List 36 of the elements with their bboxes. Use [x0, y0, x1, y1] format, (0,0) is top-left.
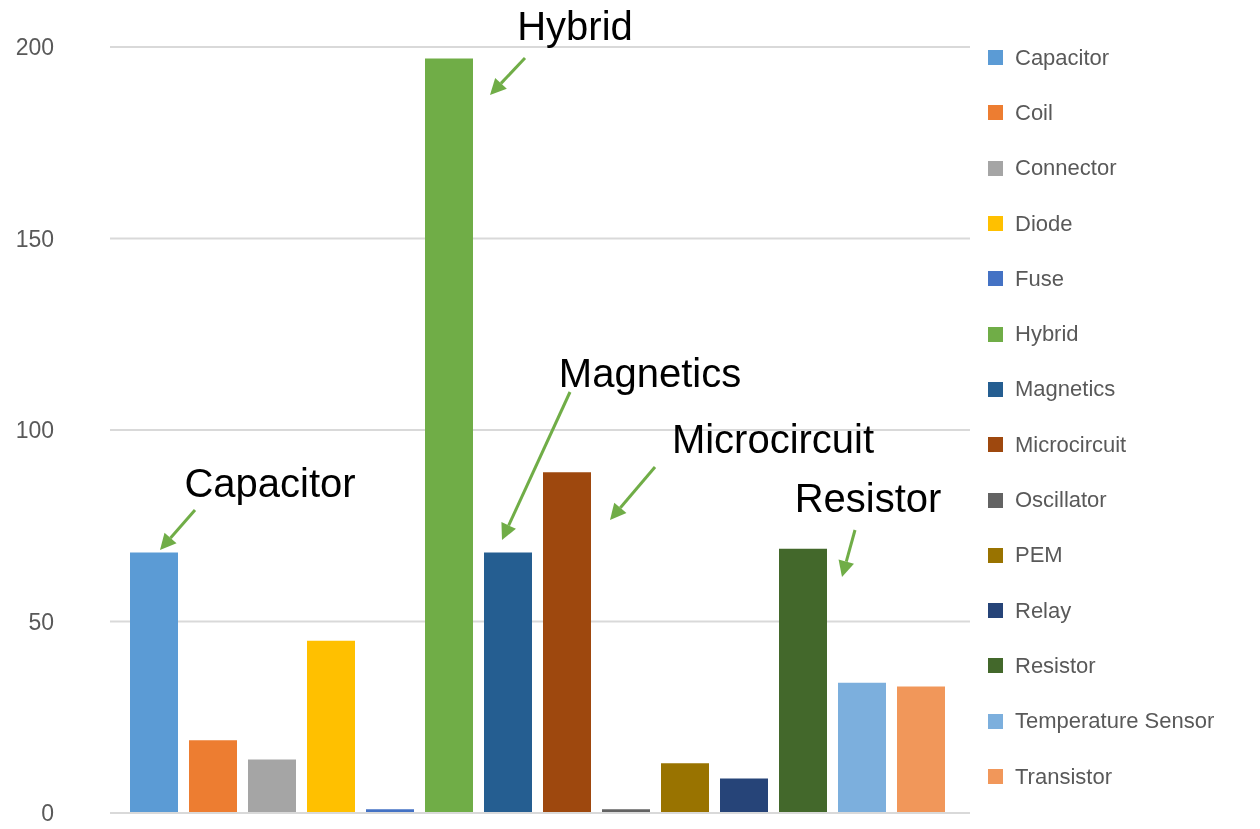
- annotation: Microcircuit: [671, 417, 875, 461]
- legend-label: Diode: [1015, 210, 1073, 237]
- legend-label: Connector: [1015, 155, 1117, 182]
- y-tick-label: 50: [28, 608, 54, 635]
- bar: [543, 472, 591, 813]
- annotation: Capacitor: [184, 461, 356, 505]
- legend-label: Fuse: [1015, 265, 1064, 292]
- bar: [425, 58, 473, 813]
- legend-label: Transistor: [1015, 763, 1112, 790]
- legend-label: Relay: [1015, 597, 1072, 624]
- legend-label: Temperature Sensor: [1015, 708, 1215, 735]
- y-tick-label: 200: [15, 34, 54, 61]
- legend-label: Oscillator: [1015, 487, 1107, 514]
- legend-label: Coil: [1015, 99, 1053, 126]
- bar: [307, 640, 355, 813]
- legend-label: Magnetics: [1015, 376, 1116, 403]
- y-tick-label: 100: [15, 417, 54, 444]
- bar: [130, 552, 178, 813]
- legend-label: Resistor: [1015, 652, 1096, 679]
- bar: [720, 778, 768, 813]
- bar: [661, 763, 709, 813]
- legend-label: PEM: [1015, 542, 1063, 569]
- legend-label: Microcircuit: [1015, 431, 1127, 458]
- bar: [484, 552, 532, 813]
- y-tick-label: 0: [41, 800, 54, 827]
- annotation: Hybrid: [517, 4, 633, 48]
- bar: [897, 686, 945, 813]
- bar: [779, 548, 827, 813]
- bar: [189, 740, 237, 813]
- y-tick-label: 150: [15, 225, 54, 252]
- bar: [838, 682, 886, 813]
- annotation: Magnetics: [558, 351, 742, 395]
- annotation: Resistor: [794, 476, 942, 520]
- legend-label: Capacitor: [1015, 44, 1110, 71]
- legend-label: Hybrid: [1015, 321, 1079, 348]
- bar: [248, 759, 296, 813]
